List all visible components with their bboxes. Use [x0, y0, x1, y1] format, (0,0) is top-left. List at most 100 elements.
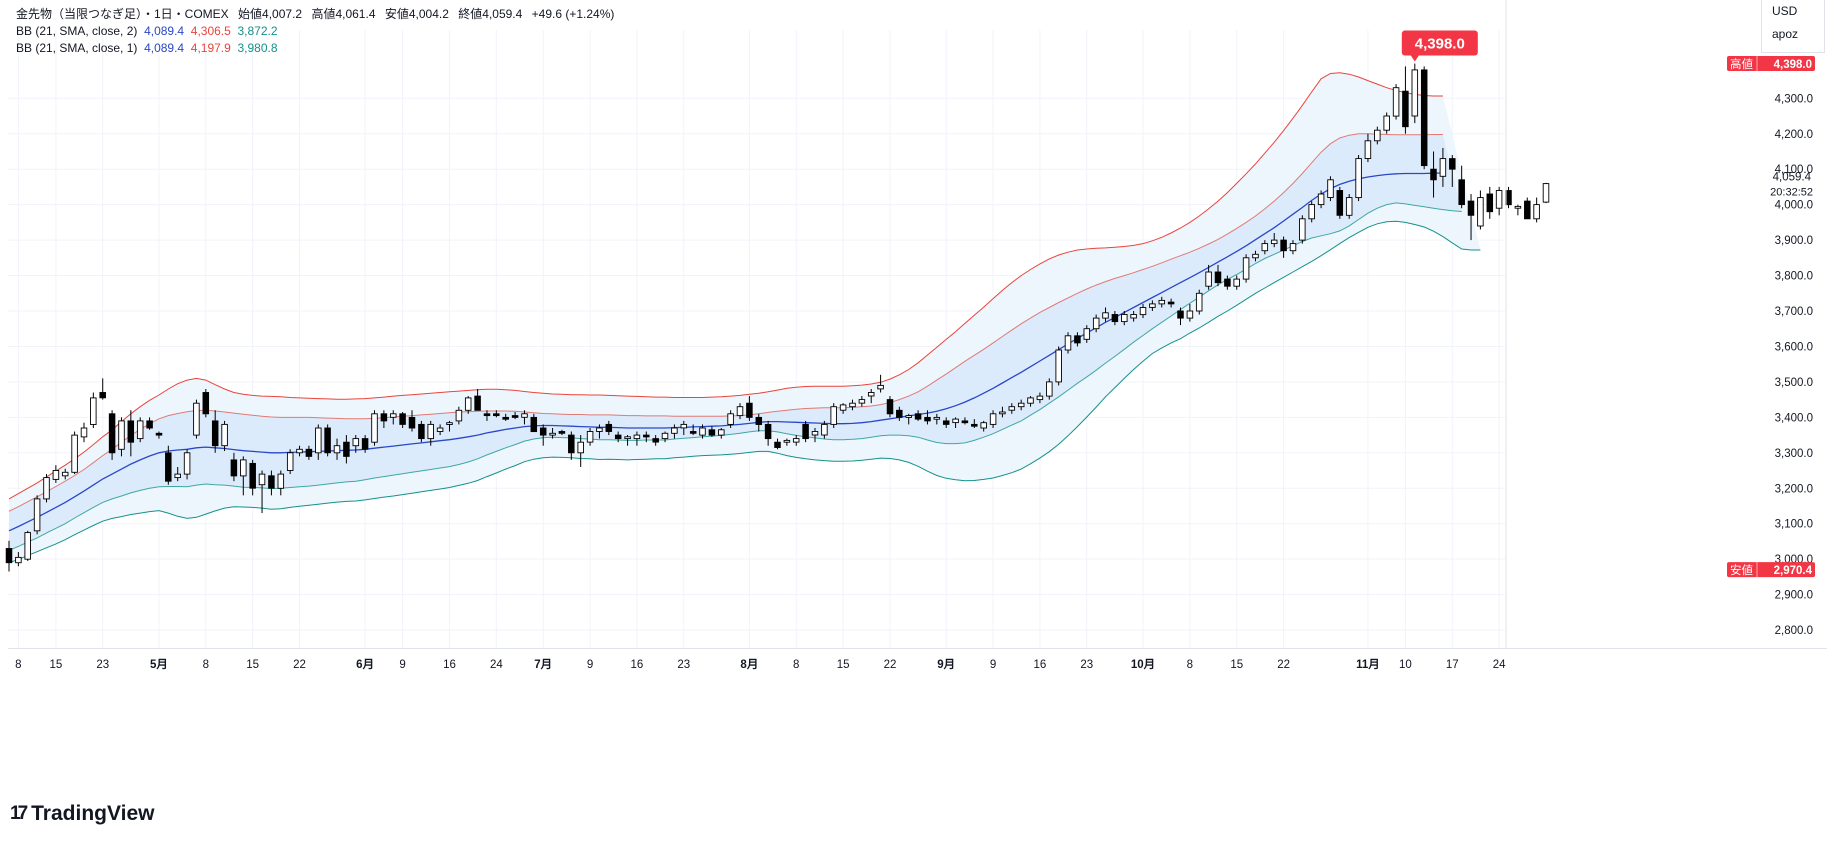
candle-body [558, 431, 566, 434]
high-label: 高値 [311, 7, 336, 21]
candle [1524, 197, 1531, 220]
candle [136, 417, 144, 443]
candle-body [1449, 158, 1456, 170]
candle [90, 392, 97, 428]
candle [277, 470, 285, 496]
time-tick-label: 16 [1034, 659, 1047, 671]
open-value: 4,007.2 [262, 7, 303, 21]
candle-body [1289, 243, 1297, 252]
candle [577, 435, 584, 467]
candle [155, 431, 163, 439]
candle-body [605, 423, 613, 432]
time-tick-label: 22 [293, 659, 306, 671]
candle-body [455, 409, 463, 422]
candle [849, 399, 856, 411]
candle [858, 396, 866, 407]
candle [989, 410, 997, 428]
candle [643, 431, 650, 443]
close-value: 4,059.4 [482, 7, 523, 21]
candle [15, 552, 22, 567]
currency-button[interactable]: USD [1772, 4, 1798, 18]
candle-body [352, 438, 360, 447]
candle-body [5, 548, 13, 564]
candle-body [1495, 190, 1503, 209]
candle [708, 426, 716, 437]
price-tick-label: 3,200.0 [1775, 483, 1813, 495]
candle [755, 413, 763, 432]
time-tick-label: 8 [15, 659, 21, 671]
plot-background [8, 30, 1505, 648]
price-tick-label: 4,200.0 [1775, 129, 1813, 141]
candle [924, 410, 931, 425]
candle [333, 438, 341, 460]
candle [1092, 314, 1100, 333]
candle [1064, 332, 1072, 354]
candle [839, 403, 847, 414]
candle [483, 410, 491, 421]
bb2-upper-line [8, 72, 1443, 500]
candle [221, 420, 228, 452]
candle [446, 420, 453, 432]
candle-body [174, 473, 181, 479]
high-badge-label: 高値 [1730, 57, 1753, 71]
candle-body [1092, 317, 1100, 330]
symbol-info-row[interactable]: 金先物（当限つなぎ足）・1日・COMEX 始値4,007.2 高値4,061.4… [16, 6, 614, 23]
candle-body [839, 404, 847, 411]
candle-body [783, 439, 791, 443]
candle [1149, 300, 1156, 311]
candle-body [43, 477, 50, 500]
candle-body [1195, 292, 1203, 312]
candle-body [1205, 271, 1212, 287]
price-tick-label: 2,800.0 [1775, 625, 1813, 637]
time-tick-label: 23 [677, 659, 690, 671]
candle-body [371, 413, 378, 443]
open-label: 始値 [238, 7, 263, 21]
indicator-label[interactable]: BB (21, SMA, close, 1) [16, 41, 138, 55]
candle [1364, 133, 1372, 163]
indicator-row-bb2[interactable]: BB (21, SMA, close, 2) 4,089.4 4,306.5 3… [16, 23, 614, 40]
tradingview-brand[interactable]: 17 TradingView [10, 802, 154, 826]
candle [736, 403, 744, 420]
candle [427, 420, 434, 446]
candle-body [1514, 205, 1522, 209]
candle [1420, 66, 1428, 170]
candle [1242, 254, 1250, 283]
candle-body [1214, 271, 1222, 284]
candle [1458, 165, 1465, 209]
candle [718, 427, 725, 439]
candle-body [502, 416, 509, 420]
candle [680, 420, 688, 436]
candle-body [1524, 200, 1531, 220]
candle [905, 413, 912, 425]
symbol-title[interactable]: 金先物（当限つなぎ足）・1日・COMEX [16, 7, 229, 21]
candle-body [1299, 218, 1306, 241]
candle [296, 445, 303, 457]
time-tick-label: 23 [96, 659, 109, 671]
candle-body [1055, 349, 1062, 383]
candle-body [877, 384, 884, 390]
candle [1542, 182, 1550, 204]
candle [361, 435, 369, 453]
candle [933, 413, 941, 425]
price-tick-label: 4,000.0 [1775, 200, 1813, 212]
candle [1280, 236, 1287, 258]
candle [52, 465, 60, 483]
candle-body [643, 434, 650, 438]
candle-body [933, 416, 941, 420]
candle-body [258, 473, 266, 486]
candle [343, 435, 350, 464]
candle [1186, 303, 1194, 322]
indicator-row-bb1[interactable]: BB (21, SMA, close, 1) 4,089.4 4,197.9 3… [16, 40, 614, 57]
candle-body [380, 413, 388, 422]
candle [436, 424, 444, 436]
candle [1345, 194, 1353, 219]
candle [689, 424, 697, 436]
candle [1467, 194, 1475, 241]
time-tick-label: 22 [1277, 659, 1290, 671]
candle-body [108, 413, 116, 454]
indicator-label[interactable]: BB (21, SMA, close, 2) [16, 24, 138, 38]
candle [315, 424, 322, 460]
candle-body [1374, 129, 1381, 142]
